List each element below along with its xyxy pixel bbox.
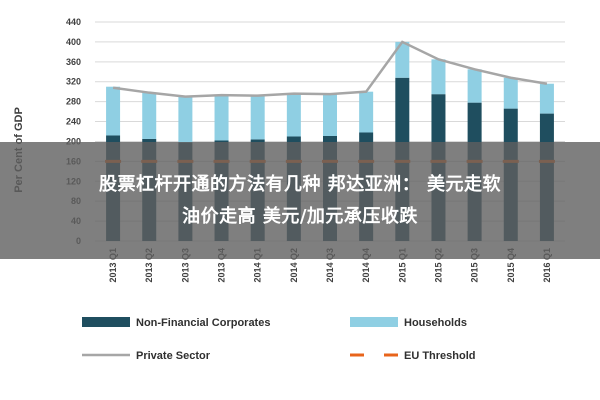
x-tick-label: 2015 Q3 bbox=[470, 248, 480, 283]
x-tick-label: 2013 Q1 bbox=[108, 248, 118, 283]
x-tick-label: 2013 Q2 bbox=[144, 248, 154, 283]
x-tick-label: 2013 Q3 bbox=[180, 248, 190, 283]
bar-households bbox=[286, 93, 301, 137]
y-tick-label: 400 bbox=[66, 37, 81, 47]
bar-households bbox=[250, 95, 265, 140]
y-tick-label: 360 bbox=[66, 57, 81, 67]
bar-households bbox=[503, 77, 518, 109]
x-tick-label: 2015 Q4 bbox=[506, 248, 516, 283]
bar-households bbox=[467, 69, 482, 103]
x-tick-label: 2013 Q4 bbox=[217, 248, 227, 283]
y-tick-label: 280 bbox=[66, 97, 81, 107]
y-tick-label: 240 bbox=[66, 117, 81, 127]
bar-households bbox=[395, 41, 410, 78]
legend-swatch-non-financial-corporates bbox=[82, 317, 130, 327]
bar-households bbox=[178, 96, 193, 143]
x-tick-label: 2015 Q2 bbox=[433, 248, 443, 283]
y-tick-label: 440 bbox=[66, 17, 81, 27]
headline-line-1: 股票杠杆开通的方法有几种 邦达亚洲： 美元走软 bbox=[98, 173, 502, 195]
headline-overlay[interactable]: 股票杠杆开通的方法有几种 邦达亚洲： 美元走软 油价走高 美元/加元承压收跌 bbox=[0, 142, 600, 259]
headline-line-2: 油价走高 美元/加元承压收跌 bbox=[182, 205, 418, 227]
x-tick-label: 2016 Q1 bbox=[542, 248, 552, 283]
bar-households bbox=[359, 91, 374, 133]
bar-households bbox=[214, 95, 229, 141]
y-tick-label: 200 bbox=[66, 136, 81, 146]
x-tick-label: 2014 Q2 bbox=[289, 248, 299, 283]
y-tick-label: 320 bbox=[66, 77, 81, 87]
x-tick-label: 2014 Q3 bbox=[325, 248, 335, 283]
bar-households bbox=[142, 92, 157, 139]
legend: Non-Financial Corporates Households Privat… bbox=[82, 317, 476, 362]
x-axis: 2013 Q1 2013 Q2 2013 Q3 2013 Q4 2014 Q1 2014 … bbox=[108, 248, 552, 283]
bar-households bbox=[431, 59, 446, 95]
bar-households bbox=[106, 86, 121, 136]
legend-label-non-financial-corporates: Non-Financial Corporates bbox=[136, 317, 270, 329]
x-tick-label: 2014 Q4 bbox=[361, 248, 371, 283]
x-tick-label: 2014 Q1 bbox=[253, 248, 263, 283]
legend-label-eu-threshold: EU Threshold bbox=[404, 350, 476, 362]
legend-label-private-sector: Private Sector bbox=[136, 350, 211, 362]
legend-swatch-households bbox=[350, 317, 398, 327]
bar-households bbox=[539, 83, 554, 114]
x-tick-label: 2015 Q1 bbox=[397, 248, 407, 283]
private-sector-line bbox=[112, 40, 548, 98]
legend-label-households: Households bbox=[404, 317, 467, 329]
bar-households bbox=[323, 94, 337, 136]
